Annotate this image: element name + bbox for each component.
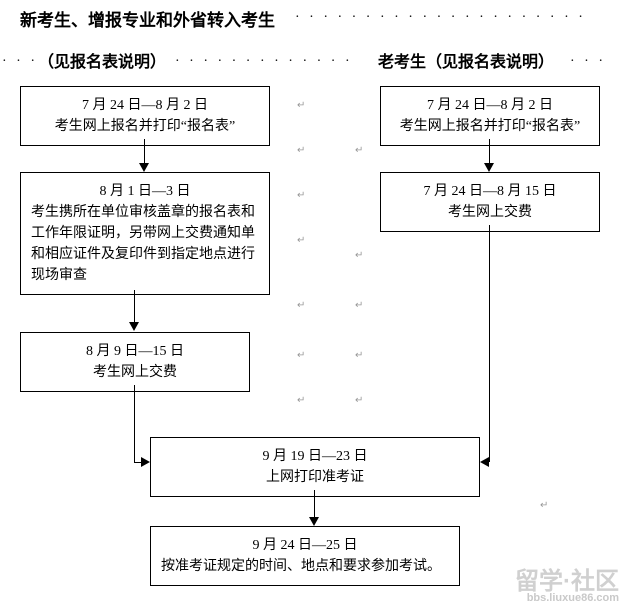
para-marker: ↵ bbox=[355, 145, 363, 156]
para-marker: ↵ bbox=[297, 395, 305, 406]
merge-step4-text: 上网打印准考证 bbox=[157, 467, 473, 488]
para-marker: ↵ bbox=[297, 100, 305, 111]
watermark: 留学·社区 bbs.liuxue86.com bbox=[515, 561, 619, 604]
left-step3-box: 8 月 9 日—15 日 考生网上交费 bbox=[20, 332, 250, 392]
dots: · · · · · · · · · · · · · bbox=[175, 54, 353, 70]
arrow-down-icon bbox=[139, 163, 149, 172]
dots: · · · bbox=[570, 54, 606, 70]
right-step2-box: 7 月 24 日—8 月 15 日 考生网上交费 bbox=[380, 172, 600, 232]
arrow-line bbox=[134, 385, 135, 463]
right-step1-box: 7 月 24 日—8 月 2 日 考生网上报名并打印“报名表” bbox=[380, 86, 600, 146]
right-subtitle: 老考生（见报名表说明） bbox=[378, 48, 554, 72]
arrow-line bbox=[314, 490, 315, 517]
left-step2-box: 8 月 1 日—3 日 考生携所在单位审核盖章的报名表和工作年限证明，另带网上交… bbox=[20, 172, 270, 295]
right-step1-text: 考生网上报名并打印“报名表” bbox=[387, 116, 593, 137]
arrow-left-icon bbox=[480, 457, 489, 467]
watermark-main: 留学·社区 bbox=[515, 568, 619, 595]
arrow-down-icon bbox=[484, 163, 494, 172]
arrow-line bbox=[489, 139, 490, 163]
right-step1-date: 7 月 24 日—8 月 2 日 bbox=[387, 95, 593, 116]
dots: · · · bbox=[2, 54, 38, 70]
merge-step5-text: 按准考证规定的时间、地点和要求参加考试。 bbox=[161, 556, 449, 577]
left-step1-date: 7 月 24 日—8 月 2 日 bbox=[27, 95, 263, 116]
left-step2-date: 8 月 1 日—3 日 bbox=[31, 181, 259, 202]
left-subtitle: （见报名表说明） bbox=[38, 48, 166, 72]
arrow-line bbox=[134, 290, 135, 322]
left-step2-text: 考生携所在单位审核盖章的报名表和工作年限证明，另带网上交费通知单和相应证件及复印… bbox=[31, 202, 259, 286]
para-marker: ↵ bbox=[297, 350, 305, 361]
left-step1-text: 考生网上报名并打印“报名表” bbox=[27, 116, 263, 137]
right-step2-date: 7 月 24 日—8 月 15 日 bbox=[387, 181, 593, 202]
para-marker: ↵ bbox=[297, 235, 305, 246]
left-step3-date: 8 月 9 日—15 日 bbox=[27, 341, 243, 362]
para-marker: ↵ bbox=[355, 250, 363, 261]
merge-step4-date: 9 月 19 日—23 日 bbox=[157, 446, 473, 467]
arrow-down-icon bbox=[309, 517, 319, 526]
arrow-down-icon bbox=[129, 322, 139, 331]
para-marker: ↵ bbox=[355, 300, 363, 311]
left-title: 新考生、增报专业和外省转入考生 bbox=[20, 6, 275, 31]
para-marker: ↵ bbox=[540, 500, 548, 511]
para-marker: ↵ bbox=[297, 190, 305, 201]
dots: · · · · · · · · · · · · · · · · · · · · … bbox=[295, 10, 586, 26]
arrow-right-icon bbox=[141, 457, 150, 467]
left-step3-text: 考生网上交费 bbox=[27, 362, 243, 383]
para-marker: ↵ bbox=[297, 145, 305, 156]
arrow-line bbox=[144, 139, 145, 163]
merge-step5-date: 9 月 24 日—25 日 bbox=[161, 535, 449, 556]
para-marker: ↵ bbox=[297, 300, 305, 311]
left-step1-box: 7 月 24 日—8 月 2 日 考生网上报名并打印“报名表” bbox=[20, 86, 270, 146]
arrow-line bbox=[489, 225, 490, 462]
merge-step4-box: 9 月 19 日—23 日 上网打印准考证 bbox=[150, 437, 480, 497]
merge-step5-box: 9 月 24 日—25 日 按准考证规定的时间、地点和要求参加考试。 bbox=[150, 526, 460, 586]
right-step2-text: 考生网上交费 bbox=[387, 202, 593, 223]
para-marker: ↵ bbox=[355, 395, 363, 406]
watermark-sub: bbs.liuxue86.com bbox=[515, 592, 619, 604]
para-marker: ↵ bbox=[355, 350, 363, 361]
